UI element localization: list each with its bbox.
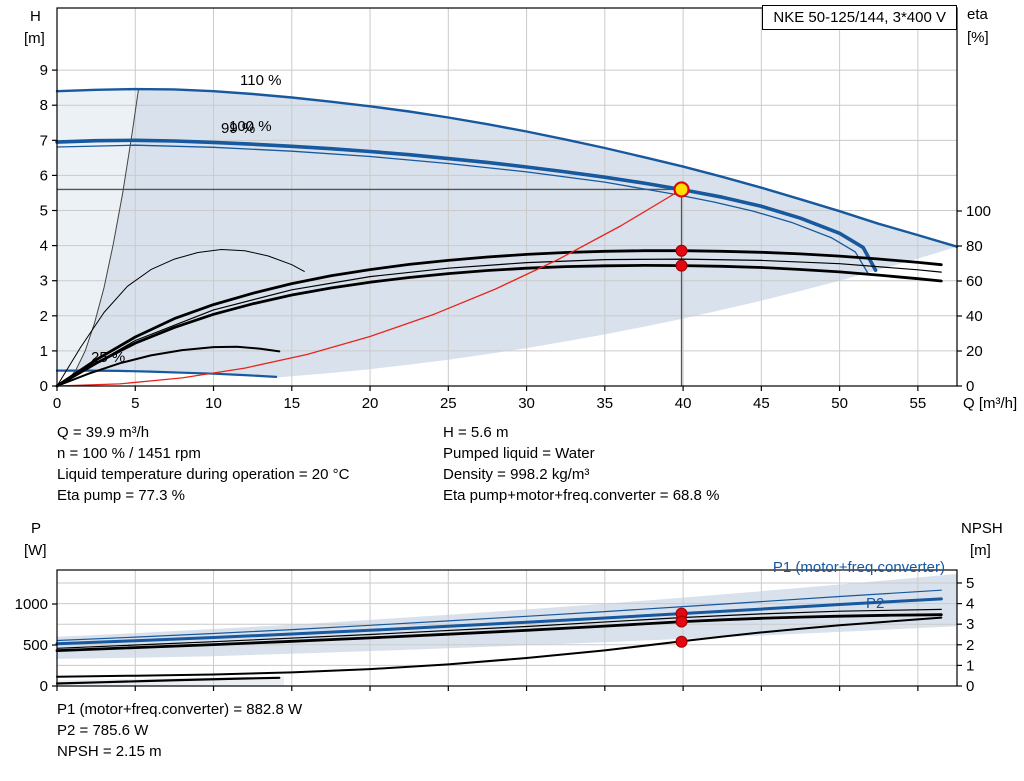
eta-total-point [675,259,688,272]
eta-total-curve [55,264,943,388]
min-flow-pale-area [57,89,139,386]
h-axis-name: H [30,8,41,25]
x-axis-tick-label: 5 [131,395,139,412]
eta-axis-unit: [%] [967,29,989,46]
right-axis-tick-label: 80 [966,238,983,255]
duty-point [673,181,690,198]
x-axis-tick-label: 35 [596,395,613,412]
min-flow-line [65,89,139,383]
power-envelope-area [57,573,957,659]
left-axis-tick-label: 500 [23,637,48,654]
info-eta-pump: Eta pump = 77.3 % [57,487,185,504]
p-25pct-curve [55,676,281,685]
label-p2: P2 [866,595,884,612]
h-axis-unit: [m] [24,30,45,47]
info-eta-total: Eta pump+motor+freq.converter = 68.8 % [443,487,720,504]
x-axis-tick-label: 50 [831,395,848,412]
left-axis-tick-label: 9 [40,62,48,79]
x-axis-tick-label: 20 [362,395,379,412]
right-axis-tick-label: 0 [966,378,974,395]
left-axis-tick-label: 7 [40,132,48,149]
left-axis-tick-label: 0 [40,378,48,395]
p-axis-name: P [31,520,42,537]
x-axis-tick-label: 10 [205,395,222,412]
info-liquid-temp: Liquid temperature during operation = 20… [57,466,350,483]
label-110pct: 110 % [240,72,281,89]
left-axis-tick-label: 6 [40,167,48,184]
label-100pct: 100 % [229,118,272,135]
duty-info-right: H = 5.6 m Pumped liquid = Water Density … [443,422,719,506]
x-axis-tick-label: 25 [440,395,457,412]
pump-model-title-box: NKE 50-125/144, 3*400 V [762,5,957,30]
eta-arc-thin [56,249,305,387]
x-axis-tick-label: 45 [753,395,770,412]
info-flow: Q = 39.9 m³/h [57,424,150,441]
p-axis-unit: [W] [24,542,47,559]
left-axis-tick-label: 4 [40,238,48,255]
plot-border [56,569,958,687]
curve-99pct [56,144,869,274]
x-axis-tick-label: 0 [53,395,61,412]
info-speed: n = 100 % / 1451 rpm [57,445,201,462]
p1-curve [55,597,943,646]
left-axis-tick-label: 1 [40,343,48,360]
speed-envelope-area [57,89,957,378]
x-axis-tick-label: 30 [518,395,535,412]
control-curve-red [56,188,683,387]
label-p1: P1 (motor+freq.converter) [773,559,945,576]
p2-curve [55,613,943,652]
eta-axis-name: eta [967,6,988,23]
right-axis-tick-label: 20 [966,343,983,360]
pump-model-title: NKE 50-125/144, 3*400 V [773,9,946,26]
info-npsh: NPSH = 2.15 m [57,743,162,760]
info-density: Density = 998.2 kg/m³ [443,466,590,483]
p2-thin-curve [56,608,942,649]
label-99pct: 99 % [221,120,255,137]
power-info: P1 (motor+freq.converter) = 882.8 W P2 =… [57,699,302,762]
right-axis-tick-label: 4 [966,596,974,613]
left-axis-tick-label: 2 [40,308,48,325]
plot-border [56,7,958,387]
p1-thin-curve [56,589,942,642]
label-25pct: 25 % [91,349,125,366]
x-axis-tick-label: 40 [675,395,692,412]
left-axis-tick-label: 5 [40,203,48,220]
q-axis-label: Q [m³/h] [963,395,1018,412]
right-axis-tick-label: 2 [966,637,974,654]
right-axis-tick-label: 0 [966,678,974,695]
eta-pump-motor-curve [56,258,942,387]
curve-100pct [55,138,878,272]
npsh-axis-unit: [m] [970,542,991,559]
right-axis-tick-label: 3 [966,616,974,633]
left-axis-tick-label: 1000 [15,596,48,613]
left-axis-tick-label: 3 [40,273,48,290]
right-axis-tick-label: 100 [966,203,991,220]
duty-info-left: Q = 39.9 m³/h n = 100 % / 1451 rpm Liqui… [57,422,349,506]
right-axis-tick-label: 5 [966,575,974,592]
right-axis-tick-label: 40 [966,308,983,325]
left-axis-tick-label: 0 [40,678,48,695]
npsh-point [675,635,688,648]
info-head: H = 5.6 m [443,424,509,441]
x-axis-tick-label: 15 [283,395,300,412]
left-axis-tick-label: 8 [40,97,48,114]
eta-pump-point [675,244,688,257]
p2-point [675,615,688,628]
curve-110pct [55,87,959,248]
npsh-axis-name: NPSH [961,520,1003,537]
right-axis-tick-label: 60 [966,273,983,290]
right-axis-tick-label: 1 [966,657,974,674]
info-p2: P2 = 785.6 W [57,722,149,739]
curve-25pct [55,369,278,378]
info-pumped-liquid: Pumped liquid = Water [443,445,595,462]
npsh-curve [56,616,943,678]
info-p1: P1 (motor+freq.converter) = 882.8 W [57,701,303,718]
eta-pump-curve [55,249,943,388]
eta-25pct-curve [56,345,281,387]
x-axis-tick-label: 55 [910,395,927,412]
